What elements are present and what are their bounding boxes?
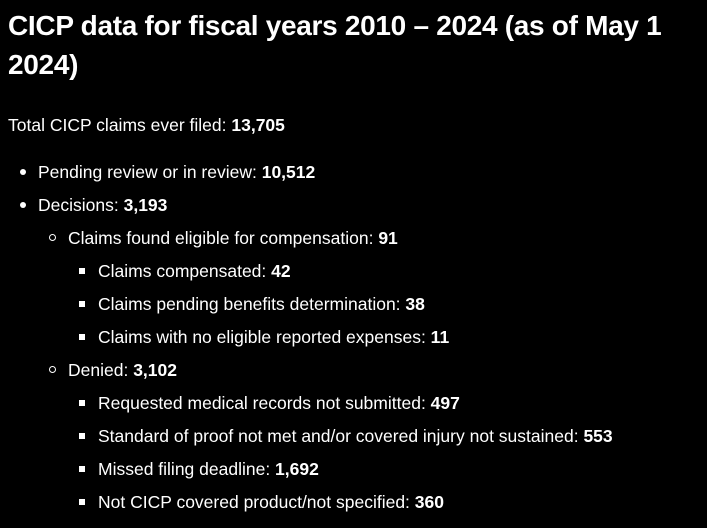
eligible-label: Claims found eligible for compensation:	[68, 228, 379, 248]
disc-bullet-icon	[20, 202, 26, 208]
list-item-pending: Pending review or in review: 10,512	[8, 160, 699, 193]
list-item-eligible: Claims found eligible for compensation: …	[38, 226, 707, 259]
square-bullet-icon	[79, 466, 85, 472]
eligible-value: 91	[378, 228, 398, 248]
deadline-label: Missed filing deadline:	[98, 459, 276, 479]
square-bullet-icon	[79, 400, 85, 406]
pending-benefits-value: 38	[405, 294, 425, 314]
square-bullet-icon	[79, 268, 85, 274]
list-item-denied: Denied: 3,102	[38, 358, 707, 391]
proof-value: 553	[583, 426, 613, 446]
pending-value: 10,512	[261, 162, 316, 182]
claims-list: Pending review or in review: 10,512 Deci…	[8, 160, 699, 523]
denied-sublist-wrapper: Requested medical records not submitted:…	[38, 391, 707, 523]
compensated-label: Claims compensated:	[98, 261, 272, 281]
decisions-sublist: Claims found eligible for compensation: …	[38, 226, 707, 523]
eligible-sublist: Claims compensated: 42 Claims pending be…	[68, 259, 707, 358]
circle-bullet-icon	[49, 366, 56, 373]
eligible-sublist-wrapper: Claims compensated: 42 Claims pending be…	[38, 259, 707, 358]
list-item-not-covered: Not CICP covered product/not specified: …	[68, 490, 707, 523]
no-expenses-label: Claims with no eligible reported expense…	[98, 327, 431, 347]
list-item-decisions: Decisions: 3,193	[8, 193, 699, 226]
square-bullet-icon	[79, 301, 85, 307]
records-value: 497	[430, 393, 460, 413]
circle-bullet-icon	[49, 234, 56, 241]
proof-label: Standard of proof not met and/or covered…	[98, 426, 584, 446]
no-expenses-value: 11	[430, 327, 450, 347]
denied-value: 3,102	[133, 360, 177, 380]
list-item-pending-benefits: Claims pending benefits determination: 3…	[68, 292, 707, 325]
denied-label: Denied:	[68, 360, 134, 380]
records-label: Requested medical records not submitted:	[98, 393, 431, 413]
list-item-no-expenses: Claims with no eligible reported expense…	[68, 325, 707, 358]
decisions-value: 3,193	[123, 195, 168, 215]
page-title: CICP data for fiscal years 2010 – 2024 (…	[8, 10, 662, 80]
disc-bullet-icon	[20, 169, 26, 175]
deadline-value: 1,692	[275, 459, 319, 479]
not-covered-label: Not CICP covered product/not specified:	[98, 492, 415, 512]
total-claims-value: 13,705	[231, 115, 285, 135]
decisions-sublist-wrapper: Claims found eligible for compensation: …	[8, 226, 699, 523]
list-item-proof-not-met: Standard of proof not met and/or covered…	[68, 424, 707, 457]
compensated-value: 42	[271, 261, 291, 281]
square-bullet-icon	[79, 433, 85, 439]
list-item-records-not-submitted: Requested medical records not submitted:…	[68, 391, 707, 424]
denied-sublist: Requested medical records not submitted:…	[68, 391, 707, 523]
pending-label: Pending review or in review:	[38, 162, 262, 182]
total-claims-label: Total CICP claims ever filed:	[8, 115, 232, 135]
square-bullet-icon	[79, 334, 85, 340]
list-item-missed-deadline: Missed filing deadline: 1,692	[68, 457, 707, 490]
square-bullet-icon	[79, 499, 85, 505]
pending-benefits-label: Claims pending benefits determination:	[98, 294, 406, 314]
total-claims: Total CICP claims ever filed: 13,705	[8, 113, 285, 137]
decisions-label: Decisions:	[38, 195, 124, 215]
list-item-compensated: Claims compensated: 42	[68, 259, 707, 292]
not-covered-value: 360	[414, 492, 444, 512]
